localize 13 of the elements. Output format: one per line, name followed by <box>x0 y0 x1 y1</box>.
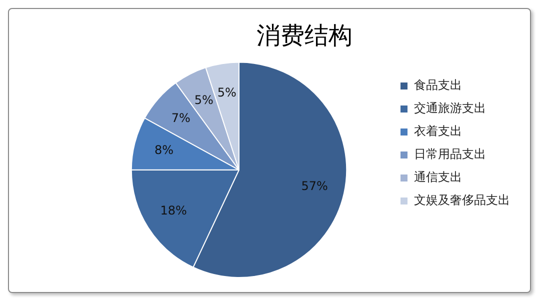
data-label: 5% <box>217 86 236 100</box>
legend-label: 日常用品支出 <box>414 147 486 162</box>
data-label: 57% <box>301 178 328 193</box>
legend-label: 文娱及奢侈品支出 <box>414 193 510 208</box>
chart-title: 消费结构 <box>256 22 352 50</box>
data-label: 18% <box>160 204 187 218</box>
data-label: 5% <box>194 92 214 107</box>
data-label: 8% <box>154 142 174 157</box>
data-label: 7% <box>171 110 190 125</box>
legend-label: 交通旅游支出 <box>414 101 486 116</box>
legend-label: 食品支出 <box>414 78 462 92</box>
legend-label: 通信支出 <box>414 170 462 184</box>
legend-label: 衣着支出 <box>414 124 462 138</box>
